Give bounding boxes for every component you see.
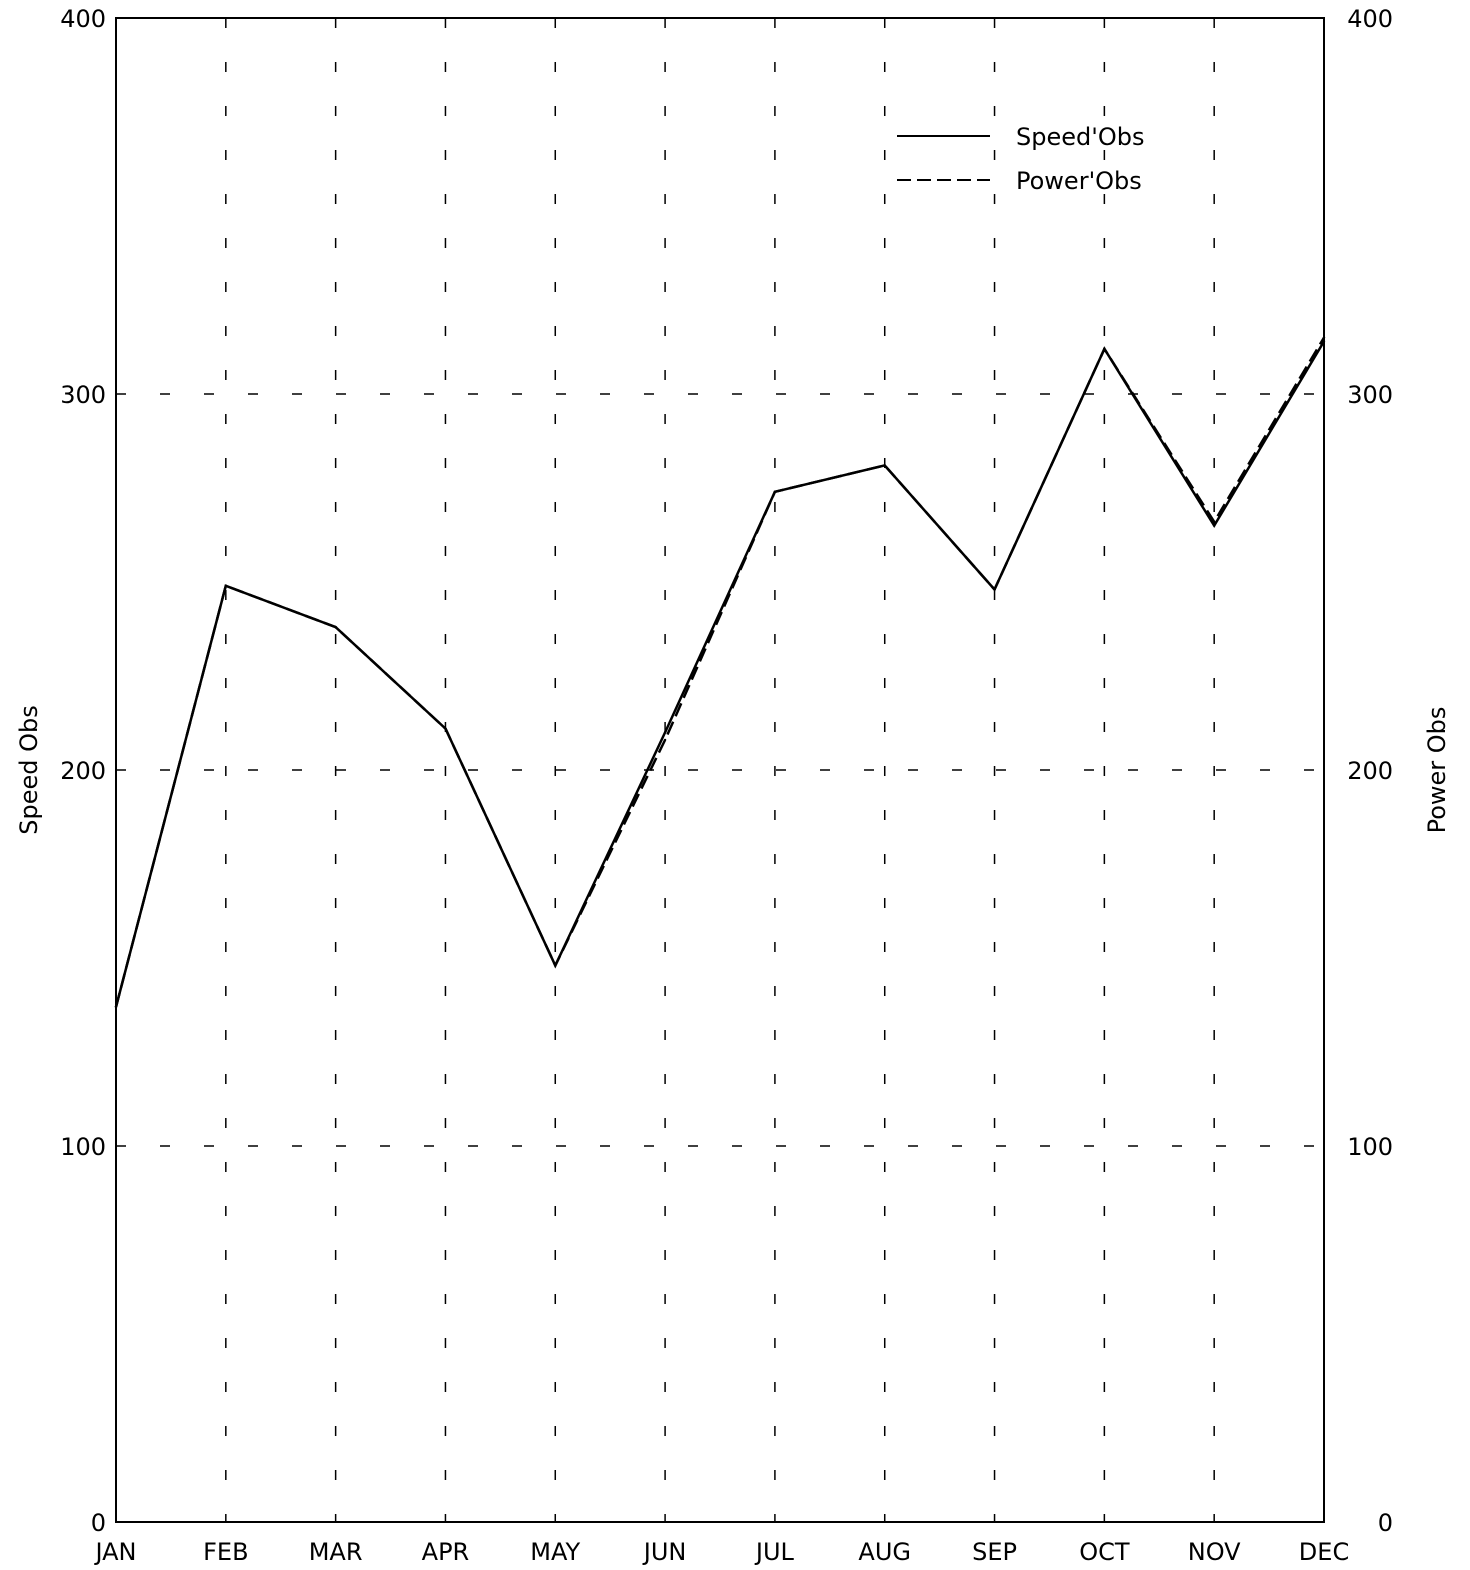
series-1-point-jul: [773, 490, 777, 493]
x-tick-label-feb: FEB: [203, 1538, 248, 1566]
x-tick-label-may: MAY: [530, 1538, 580, 1566]
y-axis-right-title: Power Obs: [1423, 707, 1451, 834]
x-tick-label-mar: MAR: [309, 1538, 363, 1566]
x-tick-label-apr: APR: [422, 1538, 470, 1566]
series-1-point-dec: [1322, 336, 1326, 339]
y-tick-label-right-3: 300: [1347, 381, 1393, 409]
x-tick-label-aug: AUG: [858, 1538, 911, 1566]
grid-lines: [116, 18, 1324, 1522]
legend-label-power: Power'Obs: [1016, 167, 1142, 195]
y-axis-left-title: Speed Obs: [15, 705, 43, 835]
series-1-point-jun: [663, 738, 667, 742]
y-tick-label-right-0: 0: [1378, 1509, 1393, 1537]
series-1-point-jan: [114, 1005, 118, 1009]
series-1-point-aug: [883, 464, 886, 467]
y-axis-left-ticks: 0 100 200 300 400: [60, 5, 106, 1537]
y-tick-label-right-4: 400: [1347, 5, 1393, 33]
series-1-point-apr: [444, 727, 447, 730]
x-tick-label-jul: JUL: [754, 1538, 795, 1566]
y-tick-label-right-2: 200: [1347, 757, 1393, 785]
series-lines: [114, 336, 1326, 1009]
series-0-point-jun: [663, 731, 667, 734]
legend-label-speed: Speed'Obs: [1016, 123, 1144, 151]
x-tick-label-nov: NOV: [1188, 1538, 1241, 1566]
x-tick-label-oct: OCT: [1079, 1538, 1130, 1566]
series-1-point-mar: [334, 625, 337, 629]
y-tick-label-left-0: 0: [91, 1509, 106, 1537]
series-1-point-oct: [1103, 347, 1106, 351]
series-1-point-may: [554, 964, 557, 967]
y-tick-label-left-2: 200: [60, 757, 106, 785]
x-tick-label-jun: JUN: [642, 1538, 687, 1566]
legend: Speed'Obs Power'Obs: [897, 123, 1144, 195]
series-1-point-feb: [224, 584, 228, 587]
y-tick-label-left-3: 300: [60, 381, 106, 409]
x-axis-ticks: JAN FEB MAR APR MAY JUN JUL AUG SEP OCT NOV DEC: [93, 1538, 1349, 1566]
series-0-point-nov: [1212, 524, 1216, 527]
x-tick-label-jan: JAN: [93, 1538, 136, 1566]
x-tick-label-sep: SEP: [972, 1538, 1017, 1566]
y-tick-label-left-1: 100: [60, 1133, 106, 1161]
plot-frame: [115, 17, 1325, 1523]
series-1-point-nov: [1212, 520, 1216, 524]
series-1-point-sep: [993, 588, 996, 591]
series-line-1: [114, 336, 1326, 1008]
y-axis-right-ticks: 0 100 200 300 400: [1347, 5, 1393, 1537]
y-tick-label-left-4: 400: [60, 5, 106, 33]
x-tick-label-dec: DEC: [1299, 1538, 1349, 1566]
y-tick-label-right-1: 100: [1347, 1133, 1393, 1161]
